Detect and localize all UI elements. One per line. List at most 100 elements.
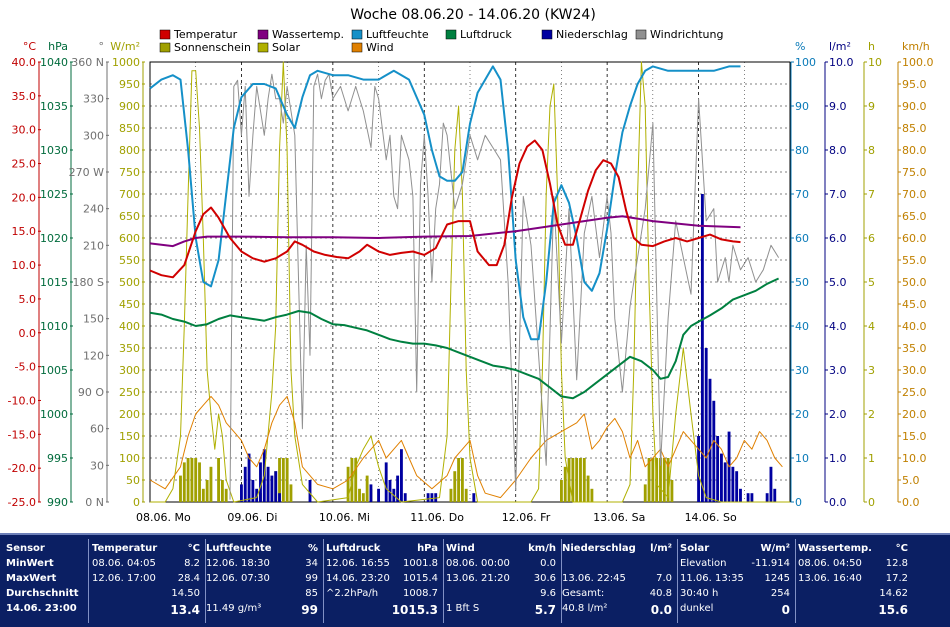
y-tick-right-0: 10	[795, 452, 809, 465]
x-tick-label: 12.06. Fr	[502, 511, 551, 524]
line-series	[149, 61, 790, 503]
water_temp-column: Wassertemp. °C 08.06. 04:50 12.8 13.06. 16:4…	[798, 543, 912, 627]
bar-niederschlag	[247, 453, 251, 502]
x-tick-label: 09.06. Di	[227, 511, 277, 524]
solar-unit: W/m²	[760, 543, 790, 554]
y-tick-right-2: 9	[868, 100, 875, 113]
pressure-header: Luftdruck hPa	[326, 543, 442, 558]
legend-label-sonnenschein: Sonnenschein	[174, 41, 251, 54]
bar-sonnenschein	[449, 488, 453, 502]
wind-row-value: 30.6	[533, 573, 556, 584]
y-tick-left-3: 600	[119, 232, 140, 245]
legend-label-niederschlag: Niederschlag	[556, 28, 628, 41]
y-tick-right-1: 3.0	[829, 364, 847, 377]
y-tick-left-2: 90 O	[78, 386, 104, 399]
y-tick-right-2: 6	[868, 232, 875, 245]
humidity-footer-text: 11.49 g/m³	[206, 603, 262, 614]
wind-title: Wind	[446, 543, 475, 554]
legend-label-solar: Solar	[272, 41, 301, 54]
y-tick-left-1: 1020	[40, 232, 68, 245]
y-tick-right-0: 0	[795, 496, 802, 509]
bar-sonnenschein	[217, 458, 220, 502]
y-tick-left-0: -10.0	[8, 394, 36, 407]
pressure-column: Luftdruck hPa 12.06. 16:55 1001.8 14.06. 23:…	[326, 543, 442, 627]
y-tick-left-3: 450	[119, 298, 140, 311]
y-tick-left-3: 900	[119, 100, 140, 113]
y-tick-right-2: 4	[868, 320, 875, 333]
y-tick-right-2: 5	[868, 276, 875, 289]
y-tick-right-1: 8.0	[829, 144, 847, 157]
bar-niederschlag	[731, 466, 735, 502]
wind-unit: km/h	[528, 543, 556, 554]
axis-units: °C hPa ° W/m²% l/m² h km/h	[23, 40, 930, 53]
bar-sonnenschein	[346, 466, 350, 502]
wind-header: Wind km/h	[446, 543, 560, 558]
y-tick-left-3: 550	[119, 254, 140, 267]
bar-sonnenschein	[198, 462, 201, 502]
precipitation-row-label: Gesamt:	[562, 588, 605, 599]
axis-unit-left-1: hPa	[48, 40, 68, 53]
humidity-title: Luftfeuchte	[206, 543, 272, 554]
bar-niederschlag	[278, 493, 281, 502]
bar-niederschlag	[773, 488, 777, 502]
y-tick-right-3: 80.0	[902, 144, 927, 157]
bar-niederschlag	[700, 194, 704, 502]
y-tick-left-1: 1000	[40, 408, 68, 421]
bar-sonnenschein	[201, 488, 205, 502]
y-tick-left-3: 150	[119, 430, 140, 443]
pressure-row: 14.06. 23:20 1015.4	[326, 573, 442, 588]
pressure-title: Luftdruck	[326, 543, 381, 554]
water_temp-row: 14.62	[798, 588, 912, 603]
solar-title: Solar	[680, 543, 710, 554]
solar-current-value: 0	[781, 603, 790, 617]
solar-row-label: 11.06. 13:35	[680, 573, 744, 584]
bar-sonnenschein	[209, 466, 213, 502]
bar-niederschlag	[720, 453, 723, 502]
bar-sonnenschein	[464, 488, 468, 502]
y-tick-left-0: 35.0	[12, 90, 37, 103]
axis-unit-left-3: W/m²	[110, 40, 140, 53]
bar-sonnenschein	[460, 458, 464, 502]
precipitation-row-value: 7.0	[656, 573, 672, 584]
bar-sonnenschein	[358, 488, 361, 502]
line-luftdruck	[149, 277, 780, 400]
precipitation-row	[562, 558, 676, 573]
humidity-unit: %	[307, 543, 318, 554]
temperature-column: Temperatur °C 08.06. 04:05 8.2 12.06. 17:00 2…	[92, 543, 204, 627]
y-tick-right-0: 90	[795, 100, 809, 113]
y-tick-right-1: 1.0	[829, 452, 847, 465]
axis-unit-right-2: h	[868, 40, 875, 53]
y-tick-left-3: 850	[119, 122, 140, 135]
pressure-current-value: 1015.3	[391, 603, 438, 617]
y-tick-left-2: 60	[90, 423, 104, 436]
solar-row: 11.06. 13:35 1245	[680, 573, 794, 588]
water_temp-row-value: 14.62	[879, 588, 908, 599]
max-label: MaxWert	[6, 573, 57, 584]
wind-row-value: 0.0	[540, 558, 556, 569]
y-tick-left-3: 750	[119, 166, 140, 179]
precipitation-row-value: 40.8	[649, 588, 672, 599]
bar-niederschlag	[388, 480, 392, 502]
legend-label-windrichtung: Windrichtung	[650, 28, 723, 41]
bar-sonnenschein	[563, 466, 567, 502]
right-axes: 100908070605040302010010.09.08.07.06.05.…	[790, 56, 934, 509]
legend-label-luftfeuchte: Luftfeuchte	[366, 28, 429, 41]
axis-unit-right-0: %	[795, 40, 805, 53]
wind-row: 08.06. 00:00 0.0	[446, 558, 560, 573]
y-tick-left-1: 995	[47, 452, 68, 465]
line-temperatur	[149, 139, 741, 279]
solar-row-label: Elevation	[680, 558, 727, 569]
temperature-title: Temperatur	[92, 543, 158, 554]
water_temp-row: 13.06. 16:40 17.2	[798, 573, 912, 588]
temperature-row-value: 8.2	[184, 558, 200, 569]
humidity-row-label: 12.06. 07:30	[206, 573, 270, 584]
precipitation-column: Niederschlag l/m² 13.06. 22:45 7.0 Gesamt: 40…	[562, 543, 676, 627]
humidity-header: Luftfeuchte%	[206, 543, 322, 558]
water_temp-row-value: 12.8	[885, 558, 908, 569]
pressure-row: 12.06. 16:55 1001.8	[326, 558, 442, 573]
bar-sonnenschein	[361, 493, 365, 502]
temperature-row: 08.06. 04:05 8.2	[92, 558, 204, 573]
y-tick-left-1: 1030	[40, 144, 68, 157]
bar-sonnenschein	[186, 458, 190, 502]
column-separator	[677, 539, 678, 623]
